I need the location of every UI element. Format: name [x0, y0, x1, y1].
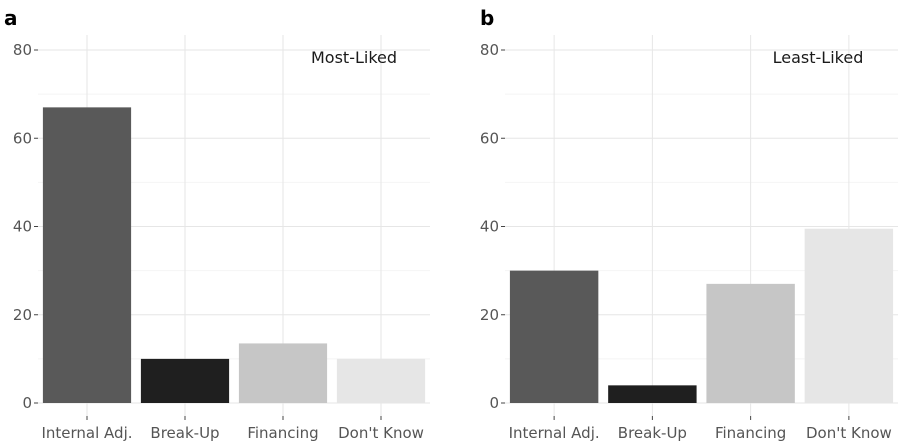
panel-a-letter: a: [4, 6, 18, 30]
y-tick-label: 40: [480, 218, 499, 236]
bar-financing: [238, 343, 328, 403]
y-tick-label: 80: [480, 41, 499, 59]
y-tick-label: 20: [13, 306, 32, 324]
y-tick-label: 20: [480, 306, 499, 324]
panel-b-letter: b: [480, 6, 494, 30]
bar-don-t-know: [336, 358, 426, 403]
panel-a-annotation: Most-Liked: [311, 48, 397, 67]
panel-a: a 0 20 40 60 80 Internal Adj. Break-Up F…: [4, 6, 430, 442]
y-tick-label: 40: [13, 218, 32, 236]
y-tick-label: 0: [489, 394, 499, 412]
bar-internal-adj: [42, 107, 132, 404]
panel-b-bars: [509, 228, 894, 403]
x-tick-label: Internal Adj.: [41, 424, 132, 442]
y-tick-label: 60: [480, 129, 499, 147]
bar-financing: [706, 283, 795, 403]
panel-a-x-axis: Internal Adj. Break-Up Financing Don't K…: [41, 416, 424, 442]
x-tick-label: Don't Know: [338, 424, 424, 442]
x-tick-label: Break-Up: [150, 424, 219, 442]
y-tick-label: 0: [22, 394, 32, 412]
x-tick-label: Internal Adj.: [509, 424, 600, 442]
x-tick-label: Financing: [715, 424, 786, 442]
panel-b: b 0 20 40 60 80 Internal Adj. Break-Up F…: [480, 6, 898, 442]
bar-break-up: [608, 385, 697, 403]
panel-a-y-axis: 0 20 40 60 80: [13, 41, 38, 412]
x-tick-label: Financing: [247, 424, 318, 442]
x-tick-label: Break-Up: [618, 424, 687, 442]
panel-a-bars: [42, 107, 426, 404]
panel-b-x-axis: Internal Adj. Break-Up Financing Don't K…: [509, 416, 892, 442]
y-tick-label: 60: [13, 129, 32, 147]
bar-internal-adj: [509, 270, 599, 403]
panel-b-y-axis: 0 20 40 60 80: [480, 41, 505, 412]
bar-don-t-know: [804, 228, 894, 403]
panel-b-annotation: Least-Liked: [773, 48, 864, 67]
bar-break-up: [140, 358, 230, 403]
y-tick-label: 80: [13, 41, 32, 59]
x-tick-label: Don't Know: [806, 424, 892, 442]
